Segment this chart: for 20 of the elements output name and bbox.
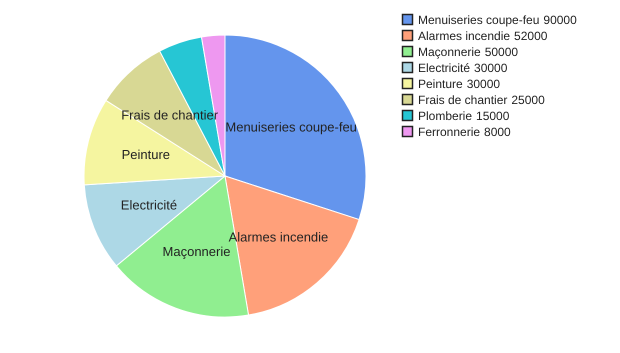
data-label: 25000 [511, 93, 546, 107]
legend-label: Menuiseries coupe-feu [418, 13, 540, 27]
data-label: 90000 [543, 13, 578, 27]
data-label: 15000 [476, 109, 510, 123]
data-label: 50000 [484, 45, 518, 59]
data-label: 8000 [484, 125, 512, 139]
slice-label: Menuiseries coupe-feu [225, 119, 357, 134]
legend-label: Plomberie [418, 109, 472, 123]
legend-label: Electricité [418, 61, 470, 75]
legend-label: Peinture [418, 77, 464, 91]
data-label: 30000 [474, 61, 508, 75]
slice-label: Maçonnerie [162, 244, 230, 260]
legend-label: Maçonnerie [418, 45, 482, 59]
data-label: 52000 [514, 29, 548, 43]
slice-label: Electricité [120, 198, 178, 213]
legend-label: Alarmes incendie [418, 29, 510, 43]
legend-label: Frais de chantier [418, 93, 508, 107]
data-label: 30000 [466, 77, 500, 91]
legend-label: Ferronnerie [418, 125, 480, 139]
slice-label: Peinture [122, 147, 170, 162]
